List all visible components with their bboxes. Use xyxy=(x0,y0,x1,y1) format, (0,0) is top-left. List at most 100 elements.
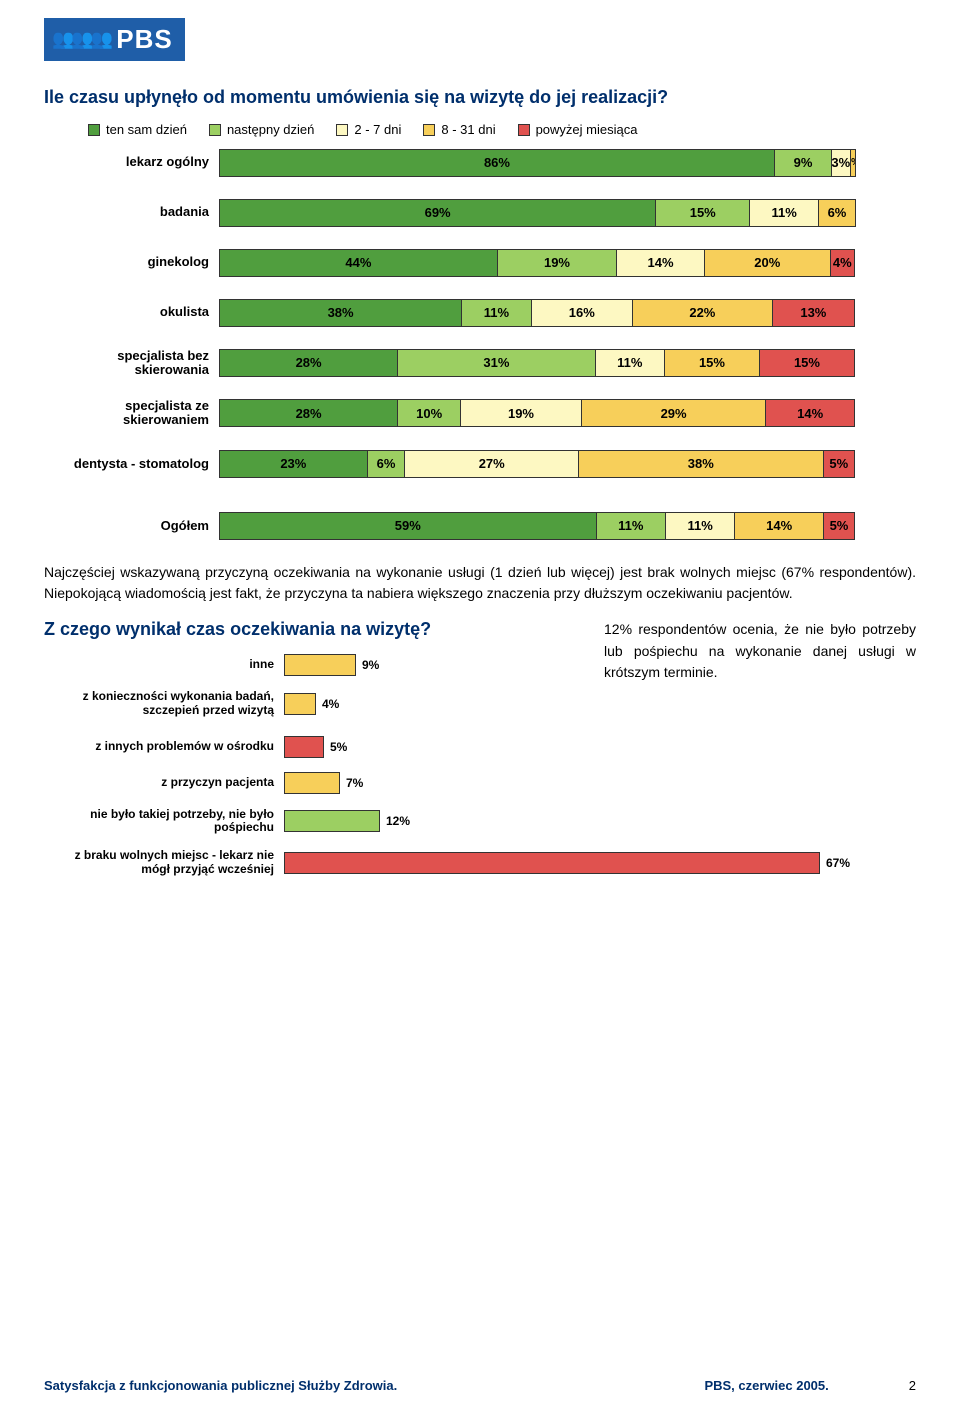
bar-segment: 44% xyxy=(219,249,498,277)
bar-segment: 15% xyxy=(759,349,855,377)
bar-segment: 13% xyxy=(772,299,855,327)
footer-page-number: 2 xyxy=(909,1378,916,1393)
hbar-row: z przyczyn pacjenta 7% xyxy=(44,772,916,794)
stacked-bar: 86%9%3%1% xyxy=(219,149,859,177)
brand-logo: 👥👥👥 PBS xyxy=(44,18,185,61)
row-label: specjalista ze skierowaniem xyxy=(44,399,219,428)
bar-segment: 27% xyxy=(404,450,579,478)
legend-item: następny dzień xyxy=(209,122,314,137)
analysis-paragraph: Najczęściej wskazywaną przyczyną oczekiw… xyxy=(44,562,916,605)
legend-swatch xyxy=(88,124,100,136)
stacked-bar: 38%11%16%22%13% xyxy=(219,299,859,327)
bar-segment: 5% xyxy=(823,450,855,478)
stacked-row: specjalista ze skierowaniem28%10%19%29%1… xyxy=(44,399,916,428)
bar-segment: 14% xyxy=(734,512,824,540)
hbar-bar xyxy=(284,693,316,715)
stacked-row: specjalista bez skierowania28%31%11%15%1… xyxy=(44,349,916,378)
stacked-row: Ogółem59%11%11%14%5% xyxy=(44,512,916,540)
hbar-bar xyxy=(284,736,324,758)
legend-item: powyżej miesiąca xyxy=(518,122,638,137)
bar-segment: 11% xyxy=(461,299,531,327)
hbar-value: 12% xyxy=(386,814,410,828)
row-label: specjalista bez skierowania xyxy=(44,349,219,378)
footer-title: Satysfakcja z funkcjonowania publicznej … xyxy=(44,1378,397,1393)
hbar-wrap: 9% xyxy=(284,654,564,676)
bar-segment: 23% xyxy=(219,450,368,478)
stacked-bar: 28%31%11%15%15% xyxy=(219,349,859,377)
hbar-row: z konieczności wykonania badań, szczepie… xyxy=(44,690,564,718)
row-label: lekarz ogólny xyxy=(44,155,219,169)
hbar-row: inne 9% xyxy=(44,654,564,676)
bar-segment: 10% xyxy=(397,399,461,427)
hbar-wrap: 67% xyxy=(284,852,916,874)
chart-1-stacked-bars: lekarz ogólny86%9%3%1%badania69%15%11%6%… xyxy=(44,149,916,540)
hbar-label: z innych problemów w ośrodku xyxy=(44,740,284,754)
bar-segment: 9% xyxy=(774,149,832,177)
hbar-wrap: 12% xyxy=(284,810,916,832)
legend-swatch xyxy=(518,124,530,136)
hbar-value: 9% xyxy=(362,658,379,672)
hbar-label: inne xyxy=(44,658,284,672)
hbar-wrap: 5% xyxy=(284,736,916,758)
legend-label: powyżej miesiąca xyxy=(536,122,638,137)
legend-label: ten sam dzień xyxy=(106,122,187,137)
bar-segment: 28% xyxy=(219,399,398,427)
bar-segment: 15% xyxy=(664,349,760,377)
legend-swatch xyxy=(423,124,435,136)
footer-source: PBS, czerwiec 2005. xyxy=(704,1378,828,1393)
row-label: okulista xyxy=(44,305,219,319)
legend-swatch xyxy=(336,124,348,136)
stacked-row: okulista38%11%16%22%13% xyxy=(44,299,916,327)
bar-segment: 20% xyxy=(704,249,831,277)
people-icon: 👥👥👥 xyxy=(52,29,110,50)
bar-segment: 31% xyxy=(397,349,595,377)
hbar-bar xyxy=(284,852,820,874)
hbar-label: nie było takiej potrzeby, nie było pośpi… xyxy=(44,808,284,836)
bar-segment: 29% xyxy=(581,399,767,427)
bar-segment: 1% xyxy=(850,149,856,177)
legend-swatch xyxy=(209,124,221,136)
hbar-row: z braku wolnych miejsc - lekarz nie mógł… xyxy=(44,849,916,877)
bar-segment: 22% xyxy=(632,299,773,327)
bar-segment: 14% xyxy=(765,399,855,427)
bar-segment: 69% xyxy=(219,199,656,227)
bar-segment: 11% xyxy=(665,512,735,540)
bar-segment: 19% xyxy=(497,249,617,277)
bar-segment: 3% xyxy=(831,149,850,177)
hbar-value: 7% xyxy=(346,776,363,790)
stacked-bar: 59%11%11%14%5% xyxy=(219,512,859,540)
chart-1-legend: ten sam dzieńnastępny dzień2 - 7 dni8 - … xyxy=(88,122,916,139)
stacked-row: dentysta - stomatolog23%6%27%38%5% xyxy=(44,450,916,478)
hbar-row: nie było takiej potrzeby, nie było pośpi… xyxy=(44,808,916,836)
bar-segment: 11% xyxy=(595,349,665,377)
bar-segment: 19% xyxy=(460,399,582,427)
hbar-value: 4% xyxy=(322,697,339,711)
legend-item: ten sam dzień xyxy=(88,122,187,137)
stacked-bar: 28%10%19%29%14% xyxy=(219,399,859,427)
chart-2-top-rows: inne 9% z konieczności wykonania badań, sz… xyxy=(44,654,564,718)
bar-segment: 11% xyxy=(749,199,819,227)
bar-segment: 28% xyxy=(219,349,398,377)
hbar-row: z innych problemów w ośrodku 5% xyxy=(44,736,916,758)
question-2-title: Z czego wynikał czas oczekiwania na wizy… xyxy=(44,619,564,640)
hbar-label: z konieczności wykonania badań, szczepie… xyxy=(44,690,284,718)
hbar-label: z przyczyn pacjenta xyxy=(44,776,284,790)
bar-segment: 6% xyxy=(818,199,856,227)
bar-segment: 86% xyxy=(219,149,775,177)
stacked-bar: 44%19%14%20%4% xyxy=(219,249,859,277)
page-footer: Satysfakcja z funkcjonowania publicznej … xyxy=(44,1378,916,1393)
section-q2: Z czego wynikał czas oczekiwania na wizy… xyxy=(44,619,916,732)
hbar-value: 5% xyxy=(330,740,347,754)
bar-segment: 38% xyxy=(578,450,824,478)
legend-label: 2 - 7 dni xyxy=(354,122,401,137)
row-label: badania xyxy=(44,205,219,219)
stacked-row: badania69%15%11%6% xyxy=(44,199,916,227)
bar-segment: 14% xyxy=(616,249,705,277)
row-label: Ogółem xyxy=(44,519,219,533)
bar-segment: 15% xyxy=(655,199,750,227)
bar-segment: 6% xyxy=(367,450,406,478)
stacked-bar: 69%15%11%6% xyxy=(219,199,859,227)
row-label: ginekolog xyxy=(44,255,219,269)
hbar-wrap: 4% xyxy=(284,693,564,715)
legend-item: 2 - 7 dni xyxy=(336,122,401,137)
